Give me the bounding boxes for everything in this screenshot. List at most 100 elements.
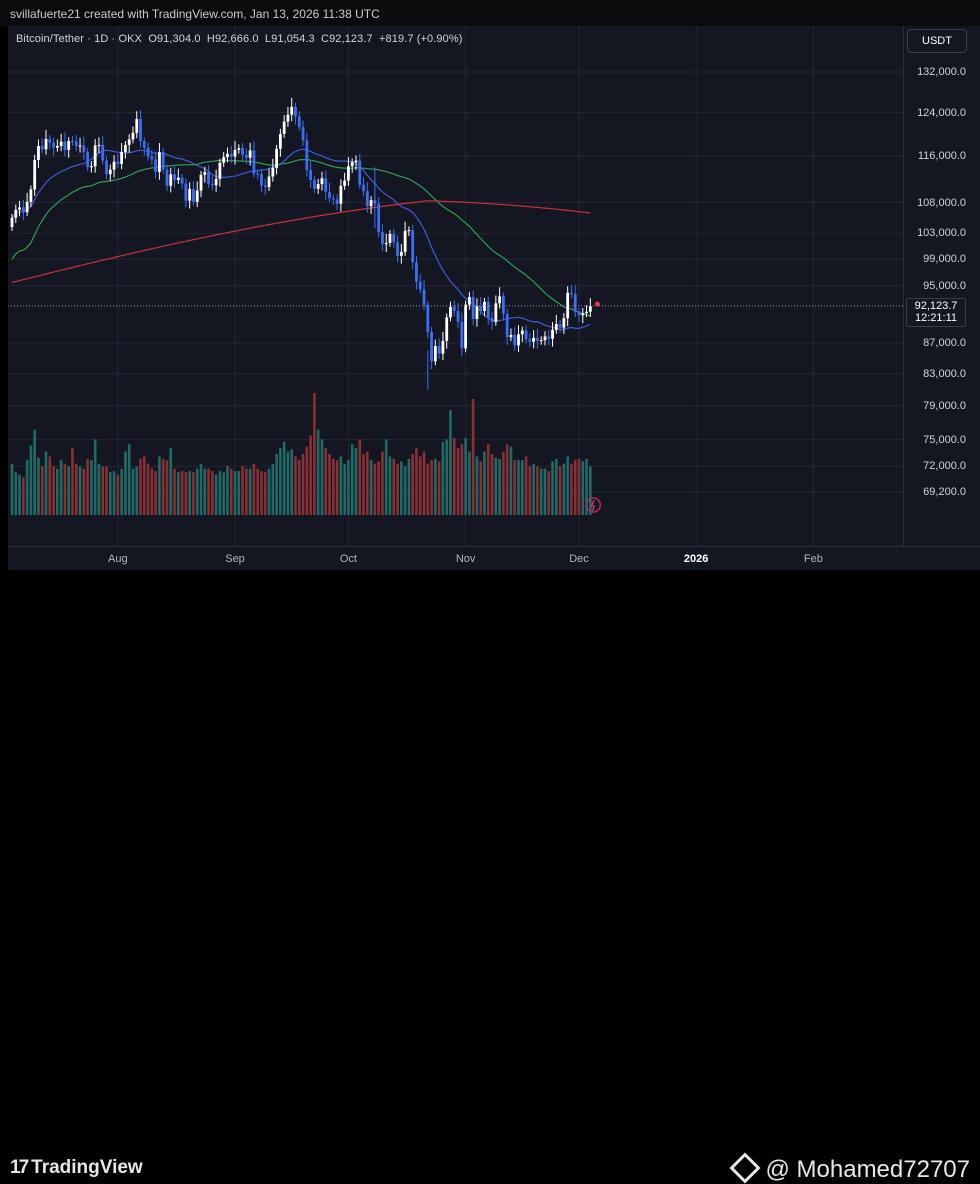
volume-bar [10,463,14,515]
time-tick-label: 2026 [683,553,709,565]
volume-bar [343,463,346,515]
candle-body [120,152,124,164]
bar-countdown: 12:21:11 [914,312,957,324]
legend-change: +819.7 (+0.90%) [379,33,463,45]
candle-body [237,148,241,150]
candle-body [52,142,55,148]
volume-bar [169,447,173,515]
volume-bar [282,441,286,515]
volume-bar [271,463,275,515]
candle-body [396,242,399,256]
volume-bar [551,461,554,515]
volume-bar [78,466,82,515]
candle-body [562,318,566,328]
volume-bar [581,461,585,515]
volume-bar [528,466,532,515]
candle-body [581,313,585,316]
currency-button[interactable]: USDT [907,29,967,53]
last-price-badge: 92,123.7 12:21:11 [906,298,966,327]
volume-bar [384,439,388,515]
volume-bar [362,454,365,515]
footer-bar: 17 TradingView @ Mohamed72707 [0,570,980,1184]
price-tick-label: 95,000.0 [923,279,966,292]
candle-body [158,152,161,172]
candle-body [301,126,305,141]
candle-body [347,166,350,181]
candle-body [570,292,573,295]
time-tick-label: Dec [569,553,589,565]
volume-bar [441,441,445,515]
candle-body [55,146,59,148]
candle-body [358,160,362,185]
volume-bar [381,451,384,515]
candle-body [475,306,479,319]
candle-body [139,118,142,142]
volume-bar [301,454,305,515]
volume-bar [320,439,324,515]
volume-bar [82,468,86,515]
volume-bar [366,451,369,515]
candle-body [222,157,226,163]
volume-bar [286,451,290,515]
volume-bar [267,468,271,515]
volume-bar [256,468,259,515]
candle-body [433,346,437,362]
volume-bar [566,456,569,515]
time-axis[interactable] [8,546,980,571]
candle-body [502,296,505,314]
volume-bar [422,451,426,515]
volume-bar [97,463,101,515]
volume-bar [203,468,207,515]
time-tick-label: Nov [455,553,476,565]
volume-bar [369,460,373,515]
volume-bar [471,399,475,515]
volume-bar [434,458,437,515]
candle-body [460,321,464,349]
volume-bar [165,460,169,515]
candle-body [524,330,528,340]
volume-bar [146,463,150,515]
candle-body [82,145,86,153]
volume-bar [192,472,195,515]
volume-bar [260,471,263,515]
time-tick-label: Aug [108,553,128,565]
candle-body [350,162,354,167]
candle-body [418,281,422,290]
volume-bar [199,463,203,515]
candle-body [426,304,430,333]
volume-bar [456,447,460,515]
volume-bar [161,458,165,515]
candle-body [316,184,320,189]
lightning-icon [585,497,602,513]
volume-bar [418,456,422,515]
volume-bar [437,461,441,515]
time-tick-label: Feb [803,553,823,565]
volume-bar [464,438,467,515]
volume-bar [452,438,456,515]
candle-body [411,230,415,263]
candle-body [290,106,294,115]
candlestick-chart [8,26,903,546]
candle-body [464,304,467,349]
volume-bar [573,460,577,515]
volume-bar [373,463,377,515]
volume-bar [377,461,380,515]
candle-body [388,233,392,243]
volume-bar [44,451,48,515]
live-dot-icon [594,301,600,307]
candle-body [445,317,449,341]
volume-bar [502,451,505,515]
candle-body [93,145,97,167]
volume-bar [517,460,520,515]
price-axis[interactable] [903,26,980,546]
candle-body [173,174,176,181]
volume-bar [589,466,592,515]
volume-bar [52,466,55,515]
volume-bar [93,439,97,515]
volume-bar [403,466,407,515]
volume-bar [468,451,471,515]
volume-bar [252,463,256,515]
candle-body [539,340,543,342]
volume-bar [585,458,588,515]
volume-bar [116,474,120,515]
